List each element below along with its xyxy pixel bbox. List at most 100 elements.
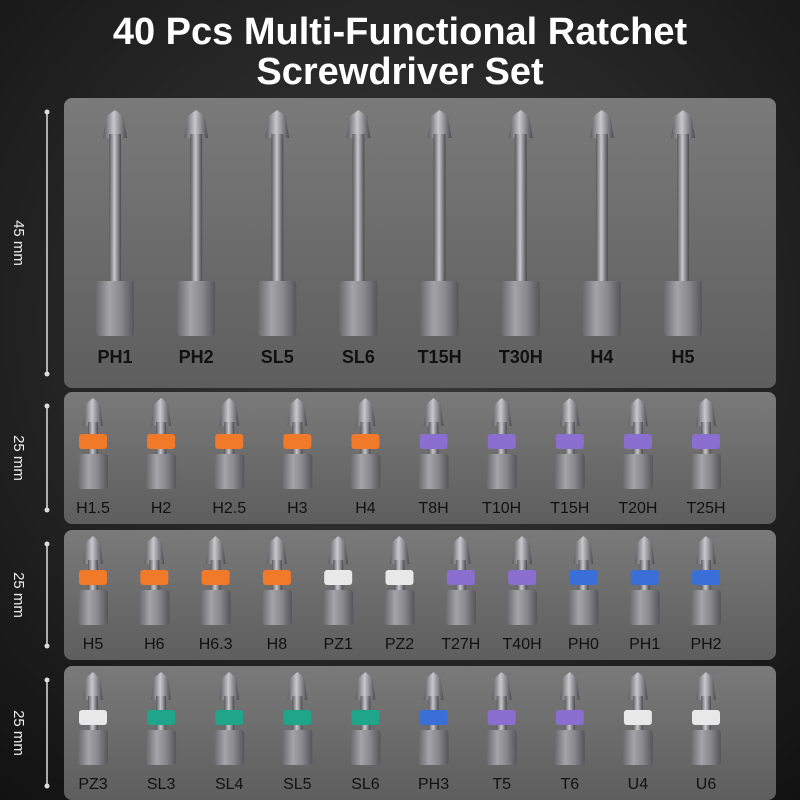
bit-tip — [266, 536, 287, 564]
bit-hex — [445, 590, 476, 625]
bit-label: H3 — [287, 500, 308, 517]
bit-label: SL6 — [342, 347, 375, 367]
bit-label: H4 — [355, 500, 376, 517]
bit-tip — [219, 398, 240, 426]
bit-hex — [622, 454, 653, 489]
color-band — [147, 434, 176, 449]
length-label: 25 mm — [10, 572, 27, 618]
color-band — [283, 434, 312, 449]
bit-tip — [508, 110, 533, 138]
panel — [64, 530, 776, 660]
bit-hex — [664, 281, 702, 336]
bit-hex — [582, 281, 621, 336]
bit-label: PH3 — [418, 776, 449, 793]
bit-shaft — [433, 134, 446, 285]
bit-tip — [423, 398, 444, 426]
color-band — [487, 434, 516, 449]
bit-label: H2.5 — [212, 500, 246, 517]
color-band — [692, 434, 720, 449]
bit-hex — [691, 590, 721, 625]
color-band — [79, 710, 107, 725]
bit-hex — [501, 281, 540, 336]
bit-hex — [629, 590, 660, 625]
bit-hex — [420, 281, 459, 336]
color-band — [351, 434, 380, 449]
dimension-end — [44, 507, 50, 513]
bit-hex — [418, 730, 449, 765]
bit-label: H5 — [671, 347, 694, 367]
bit-tip — [627, 672, 648, 700]
length-label: 25 mm — [10, 710, 27, 756]
bit-tip — [696, 672, 716, 700]
bit-hex — [146, 454, 177, 489]
bit-shaft — [514, 134, 527, 285]
bit-tip — [423, 672, 444, 700]
bit-hex — [486, 730, 517, 765]
color-band — [351, 710, 380, 725]
bit-tip — [287, 672, 308, 700]
bit-hex — [214, 730, 245, 765]
title-line: 40 Pcs Multi-Functional Ratchet — [113, 11, 688, 53]
bit-hex — [486, 454, 517, 489]
bit-tip — [696, 536, 716, 564]
bit-label: PH2 — [690, 636, 721, 653]
bit-label: PZ3 — [78, 776, 107, 793]
bit-hex — [622, 730, 653, 765]
bit-hex — [350, 730, 381, 765]
bit-hex — [214, 454, 245, 489]
bit-label: H8 — [267, 636, 288, 653]
bit-label: T27H — [441, 636, 480, 653]
bit-tip — [219, 672, 240, 700]
dimension-end — [44, 403, 50, 409]
color-band — [555, 710, 584, 725]
bit-tip — [355, 672, 376, 700]
bit-tip — [83, 672, 103, 700]
bit-label: T10H — [482, 500, 521, 517]
bit-hex — [146, 730, 177, 765]
bit-tip — [559, 672, 580, 700]
bit-hex — [177, 281, 216, 336]
bit-hex — [339, 281, 378, 336]
bit-tip — [573, 536, 594, 564]
bit-hex — [139, 590, 170, 625]
bit-hex — [507, 590, 538, 625]
color-band — [283, 710, 312, 725]
bit-label: SL5 — [261, 347, 294, 367]
bit-hex — [282, 454, 313, 489]
bit-tip — [287, 398, 308, 426]
bit-hex — [282, 730, 313, 765]
bit-label: SL4 — [215, 776, 244, 793]
bit-tip — [450, 536, 471, 564]
bit-tip — [151, 398, 172, 426]
dimension-end — [44, 643, 50, 649]
bit-tip — [144, 536, 165, 564]
color-band — [262, 570, 291, 585]
bit-hex — [78, 590, 108, 625]
bit-tip — [184, 110, 209, 138]
bit-tip — [103, 110, 127, 138]
dimension-end — [44, 677, 50, 683]
color-band — [324, 570, 353, 585]
panel — [64, 98, 776, 388]
bit-hex — [78, 454, 108, 489]
bit-tip — [346, 110, 371, 138]
color-band — [623, 710, 652, 725]
bit-shaft — [109, 134, 121, 285]
bit-label: SL3 — [147, 776, 176, 793]
bit-tip — [559, 398, 580, 426]
color-band — [487, 710, 516, 725]
bit-shaft — [190, 134, 203, 285]
bit-label: SL5 — [283, 776, 312, 793]
bit-hex — [554, 454, 585, 489]
bit-hex — [323, 590, 354, 625]
color-band — [623, 434, 652, 449]
color-band — [508, 570, 537, 585]
bit-hex — [350, 454, 381, 489]
bit-label: T8H — [418, 500, 448, 517]
bit-hex — [261, 590, 292, 625]
bit-label: H1.5 — [76, 500, 110, 517]
bit-hex — [258, 281, 297, 336]
bit-tip — [634, 536, 655, 564]
length-label: 45 mm — [10, 220, 27, 266]
